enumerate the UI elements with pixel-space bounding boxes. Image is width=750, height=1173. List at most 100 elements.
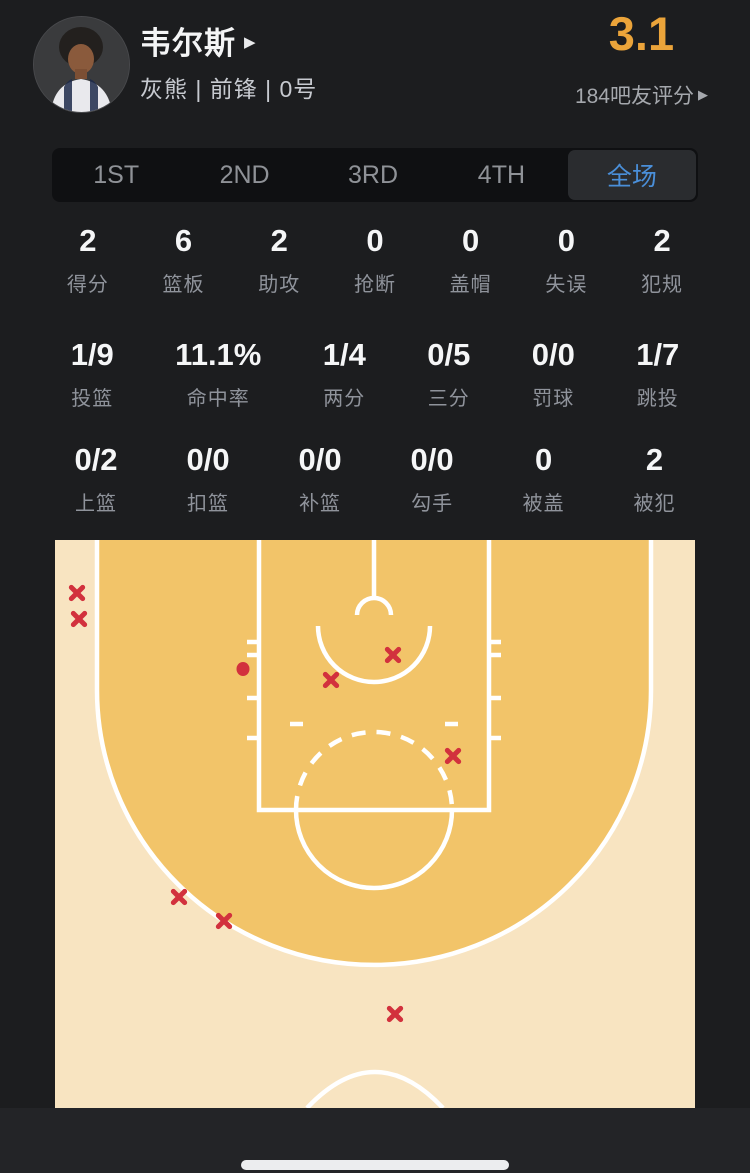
rating-block[interactable]: 3.1 184吧友评分 ▶ bbox=[575, 8, 708, 110]
missed-shot-marker bbox=[68, 584, 86, 602]
stat-cell: 1/9 投篮 bbox=[71, 338, 114, 411]
paint-lines bbox=[256, 540, 492, 813]
stat-value: 0/0 bbox=[186, 442, 230, 477]
three-point-area bbox=[97, 540, 651, 965]
stat-cell: 0/0 罚球 bbox=[532, 338, 575, 411]
rating-value: 3.1 bbox=[608, 7, 675, 60]
stat-cell: 0/0 扣篮 bbox=[186, 443, 229, 516]
tab-1st[interactable]: 1ST bbox=[93, 160, 140, 189]
stat-cell: 0/0 补篮 bbox=[299, 443, 342, 516]
stat-value: 0 bbox=[557, 223, 575, 258]
missed-shot-marker bbox=[215, 912, 233, 930]
stat-value: 2 bbox=[653, 223, 671, 258]
three-point-line bbox=[94, 540, 654, 968]
stat-value: 0/2 bbox=[74, 442, 118, 477]
stat-cell: 1/7 跳投 bbox=[636, 338, 679, 411]
stat-cell: 0 被盖 bbox=[523, 443, 565, 516]
stat-label: 得分 bbox=[66, 274, 109, 296]
stat-value: 0/0 bbox=[531, 337, 575, 372]
stat-cell: 0/2 上篮 bbox=[74, 443, 117, 516]
stat-value: 6 bbox=[174, 223, 193, 258]
stat-value: 2 bbox=[79, 223, 97, 258]
stat-label: 命中率 bbox=[186, 388, 250, 410]
stat-row-basic: 2 得分 6 篮板 2 助攻 0 抢断 0 盖帽 0 失误 2 犯规 bbox=[40, 224, 710, 297]
stat-cell: 0 盖帽 bbox=[450, 224, 492, 297]
lane-hash-left bbox=[247, 639, 259, 741]
rim-arc bbox=[354, 595, 394, 616]
stat-value: 1/7 bbox=[636, 337, 680, 372]
made-shot-marker bbox=[236, 662, 250, 676]
missed-shot-marker bbox=[384, 646, 402, 664]
player-info: 灰熊 | 前锋 | 0号 bbox=[140, 76, 318, 102]
rating-caption: 184吧友评分 bbox=[574, 85, 694, 108]
stat-value: 0 bbox=[534, 442, 553, 477]
shot-chart bbox=[55, 540, 695, 1108]
quarter-tabs: 1ST 2ND 3RD 4TH 全场 bbox=[52, 148, 698, 202]
stat-cell: 0/5 三分 bbox=[427, 338, 470, 411]
player-name-row[interactable]: 韦尔斯 ▶ bbox=[140, 18, 256, 63]
stat-cell: 2 被犯 bbox=[634, 443, 676, 516]
center-circle-arc bbox=[305, 1069, 445, 1108]
stat-label: 篮板 bbox=[162, 274, 205, 296]
stat-cell: 6 篮板 bbox=[163, 224, 205, 297]
missed-shot-marker bbox=[444, 747, 462, 765]
stat-label: 跳投 bbox=[636, 388, 679, 410]
tab-2nd[interactable]: 2ND bbox=[219, 160, 270, 189]
stat-label: 投篮 bbox=[71, 388, 114, 410]
court-lines bbox=[94, 540, 654, 1108]
stat-value: 1/9 bbox=[70, 337, 114, 372]
player-avatar[interactable] bbox=[33, 16, 130, 113]
player-photo bbox=[34, 17, 129, 112]
free-throw-circle-dashed bbox=[293, 729, 455, 811]
missed-shot-marker bbox=[70, 610, 88, 628]
missed-shot-marker bbox=[386, 1005, 404, 1023]
tab-4th[interactable]: 4TH bbox=[477, 160, 526, 189]
stat-value: 2 bbox=[270, 223, 288, 258]
stat-cell: 0 抢断 bbox=[354, 224, 396, 297]
stat-row-detail: 0/2 上篮 0/0 扣篮 0/0 补篮 0/0 勾手 0 被盖 2 被犯 bbox=[40, 443, 710, 516]
stat-value: 1/4 bbox=[322, 337, 366, 372]
stat-value: 0 bbox=[462, 223, 480, 258]
tab-3rd[interactable]: 3RD bbox=[348, 160, 399, 189]
stat-label: 两分 bbox=[323, 388, 366, 410]
player-name: 韦尔斯 bbox=[140, 26, 236, 61]
stat-value: 0/0 bbox=[410, 442, 454, 477]
stat-value: 0 bbox=[366, 223, 384, 258]
stat-label: 被犯 bbox=[633, 493, 676, 515]
missed-shot-marker bbox=[322, 671, 340, 689]
stat-cell: 11.1% 命中率 bbox=[175, 338, 261, 411]
stat-value: 0/5 bbox=[427, 337, 471, 372]
stat-label: 盖帽 bbox=[449, 274, 492, 296]
shot-markers bbox=[55, 540, 695, 1108]
stat-cell: 2 得分 bbox=[67, 224, 109, 297]
stat-label: 被盖 bbox=[522, 493, 565, 515]
stat-value: 2 bbox=[645, 442, 664, 477]
stat-label: 三分 bbox=[427, 388, 470, 410]
stat-cell: 0/0 勾手 bbox=[411, 443, 454, 516]
stat-value: 11.1% bbox=[175, 337, 262, 372]
stat-value: 0/0 bbox=[298, 442, 342, 477]
tab-full[interactable]: 全场 bbox=[567, 150, 697, 200]
stat-label: 犯规 bbox=[641, 274, 684, 296]
stat-cell: 2 犯规 bbox=[641, 224, 683, 297]
stat-cell: 0 失误 bbox=[545, 224, 587, 297]
rating-caption-row: 184吧友评分 ▶ bbox=[575, 80, 708, 110]
stat-row-shooting: 1/9 投篮 11.1% 命中率 1/4 两分 0/5 三分 0/0 罚球 1/7 跳投 bbox=[40, 338, 710, 411]
stat-label: 助攻 bbox=[258, 274, 301, 296]
lane-hash-right bbox=[489, 639, 501, 741]
stat-cell: 1/4 两分 bbox=[323, 338, 366, 411]
stat-cell: 2 助攻 bbox=[258, 224, 300, 297]
missed-shot-marker bbox=[170, 888, 188, 906]
stat-label: 抢断 bbox=[353, 274, 396, 296]
free-throw-circle-solid bbox=[293, 809, 455, 891]
bottom-strip bbox=[0, 1108, 750, 1173]
rating-arrow-icon: ▶ bbox=[698, 87, 708, 102]
stat-label: 补篮 bbox=[299, 493, 342, 515]
restricted-arc bbox=[315, 625, 433, 685]
home-indicator[interactable] bbox=[241, 1160, 509, 1170]
stat-label: 上篮 bbox=[75, 493, 117, 515]
stat-label: 失误 bbox=[545, 274, 588, 296]
stat-label: 扣篮 bbox=[187, 493, 230, 515]
stat-label: 勾手 bbox=[411, 493, 454, 515]
disclosure-arrow-icon: ▶ bbox=[244, 34, 256, 51]
